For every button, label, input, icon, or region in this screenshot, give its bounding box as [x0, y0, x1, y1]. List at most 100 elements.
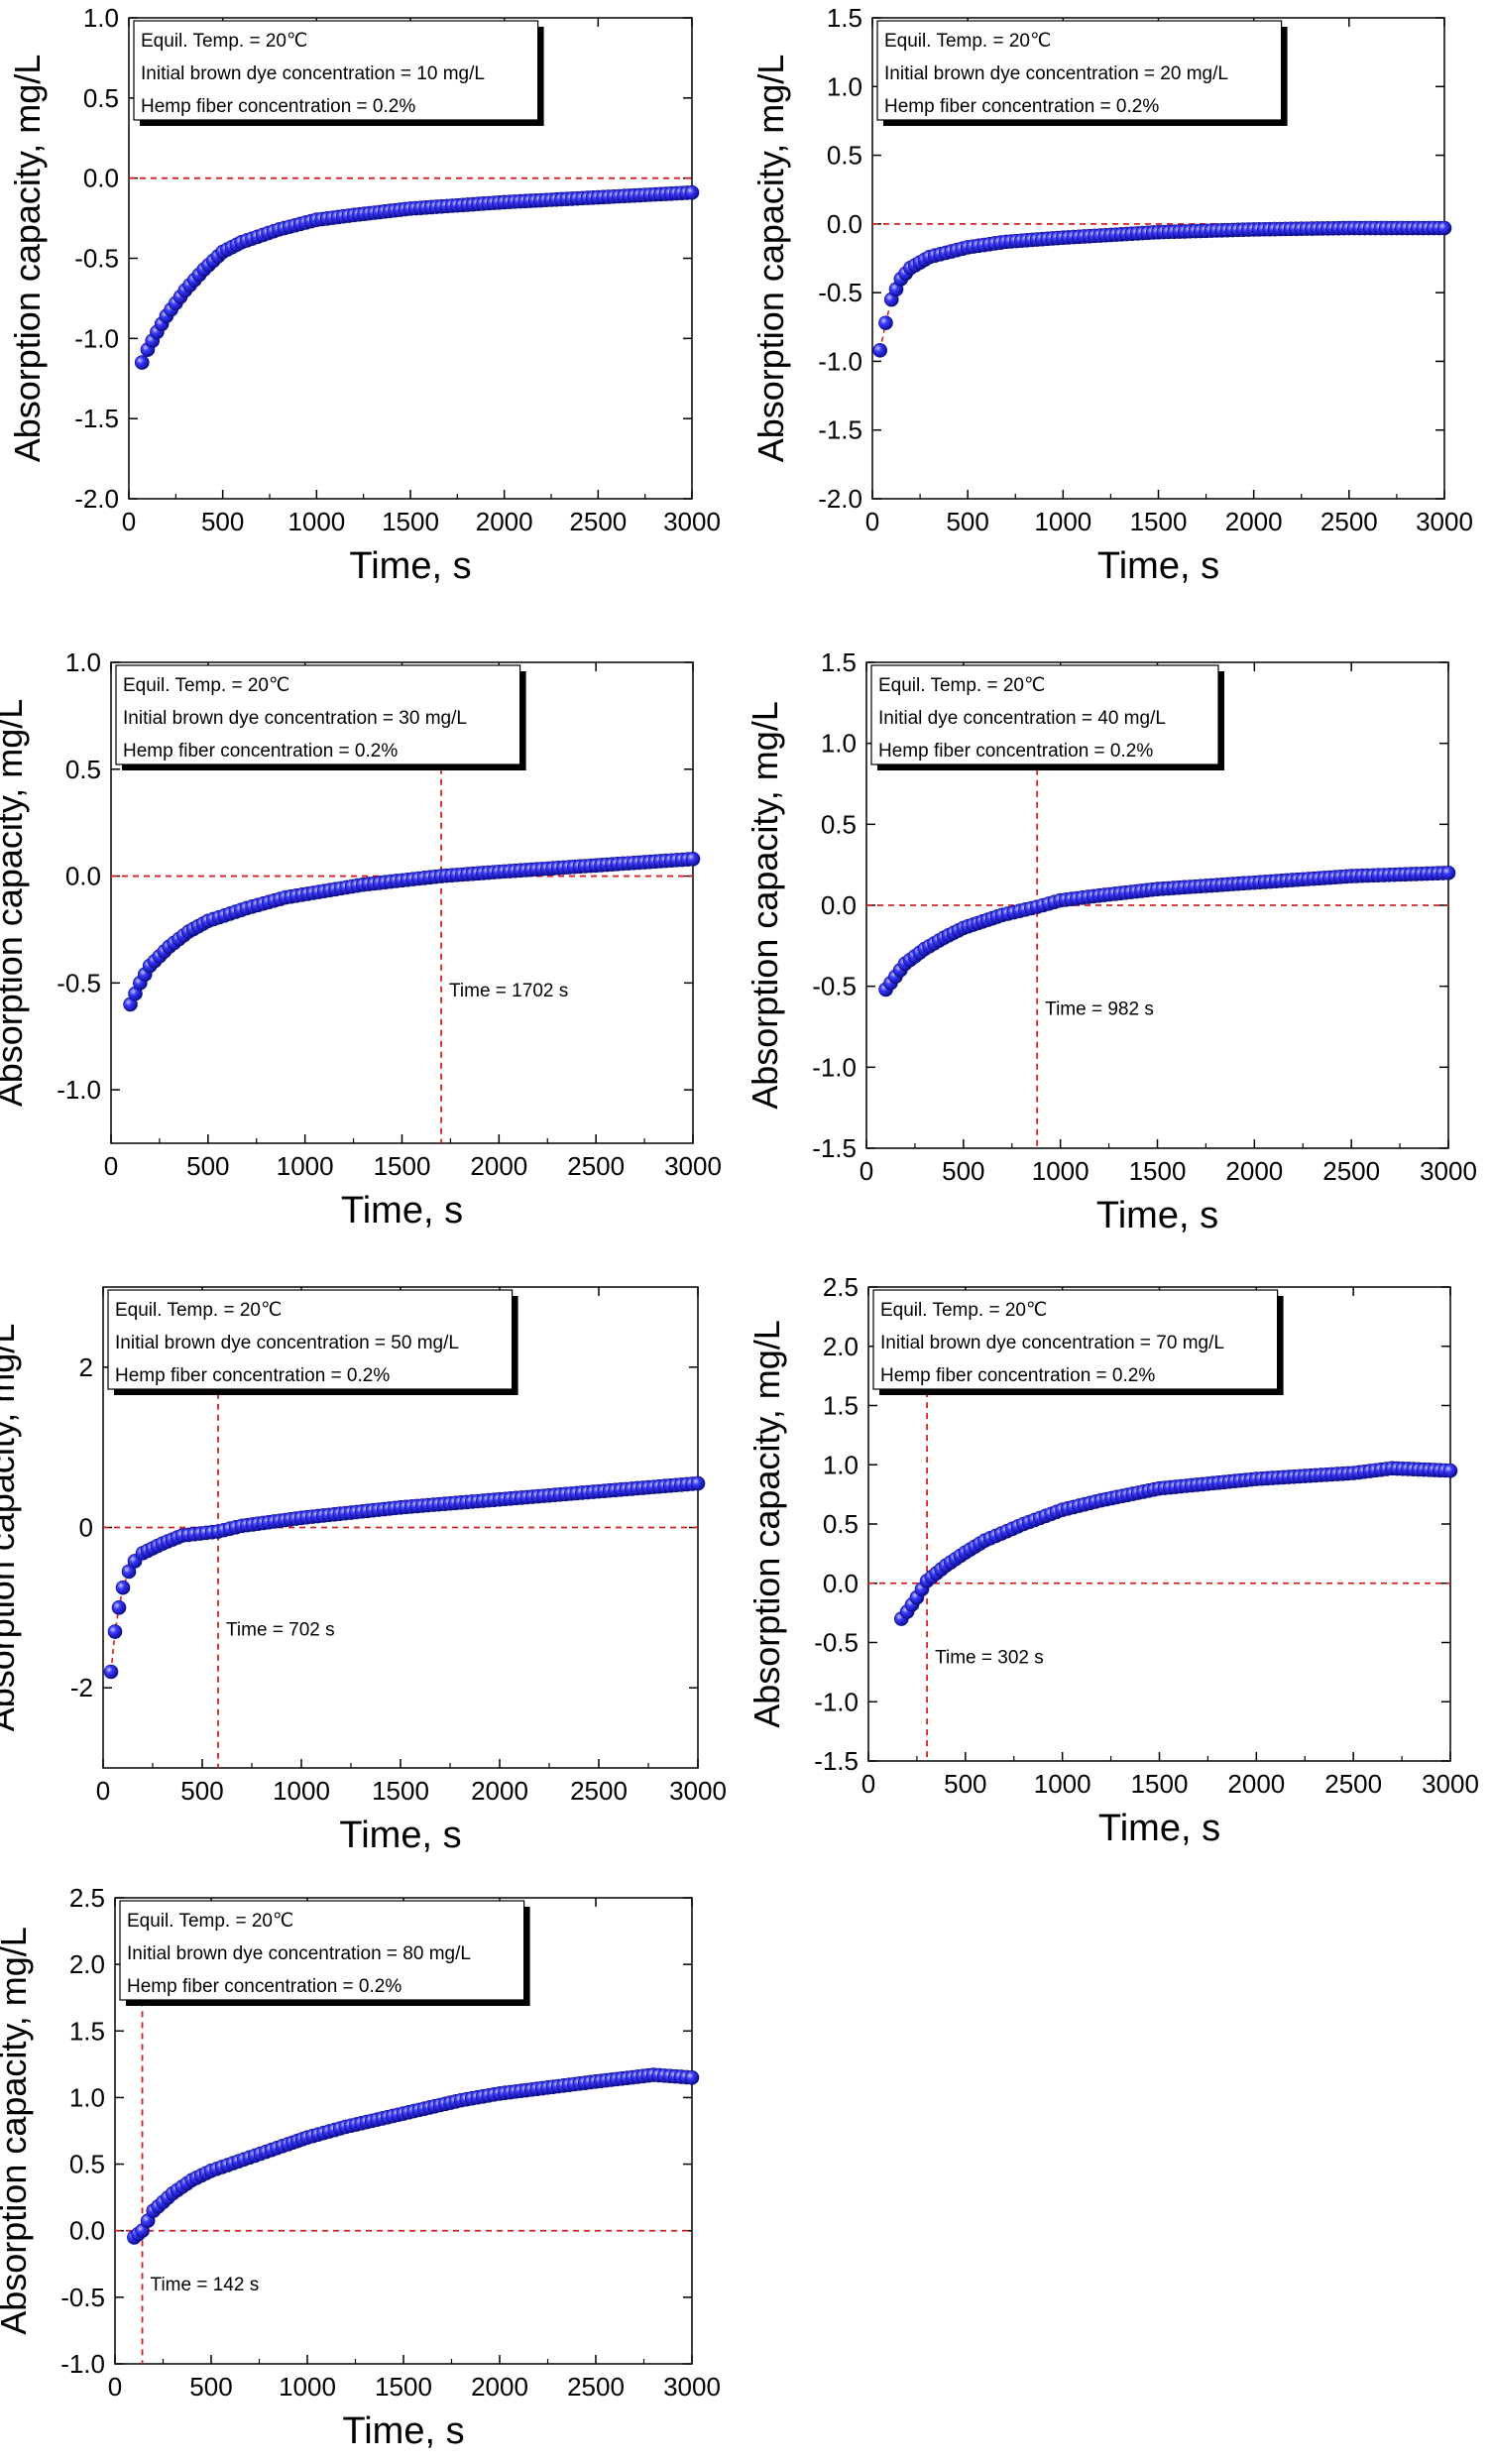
x-tick-label: 1500	[1130, 507, 1188, 536]
y-tick-label: 1.5	[823, 1391, 859, 1421]
x-tick-label: 3000	[1420, 1156, 1477, 1186]
chart-panel-3: 0 500 1000 1500 2000 2500 3000 1.0 0.5 0.0 -0.5 -1.…	[0, 647, 722, 1232]
crossing-time-label: Time = 142 s	[151, 2275, 260, 2295]
y-tick-label: 2.0	[823, 1332, 859, 1361]
data-point	[134, 355, 150, 370]
x-tick-label: 2500	[569, 507, 627, 536]
legend-entry: Initial brown dye concentration = 70 mg/…	[880, 1333, 1224, 1353]
legend-entry: Equil. Temp. = 20℃	[115, 1300, 282, 1321]
legend-entry: Equil. Temp. = 20℃	[127, 1911, 293, 1932]
x-tick-label: 1000	[1032, 1156, 1090, 1186]
x-axis-title: Time, s	[342, 2410, 464, 2452]
x-tick-label: 2000	[476, 507, 533, 536]
y-axis-title: Absorption capacity, mg/L	[750, 55, 791, 463]
crossing-time-label: Time = 702 s	[226, 1620, 335, 1641]
legend-box	[115, 664, 521, 765]
y-tick-label: -2	[70, 1673, 93, 1702]
y-tick-label: -2.0	[74, 484, 119, 514]
y-tick-label: 0.0	[65, 862, 101, 891]
data-point	[1436, 220, 1452, 236]
y-tick-label: -1.0	[57, 1075, 101, 1105]
x-tick-label: 1000	[287, 507, 345, 536]
x-tick-label: 2000	[1227, 1769, 1285, 1799]
x-axis-title: Time, s	[339, 1815, 461, 1856]
legend-box	[876, 20, 1283, 121]
y-tick-label: 1.0	[69, 2082, 105, 2112]
data-point	[1442, 1463, 1458, 1478]
x-tick-label: 500	[944, 1769, 986, 1799]
crossing-time-label: Time = 302 s	[935, 1647, 1044, 1668]
y-tick-label: -0.5	[60, 2283, 105, 2312]
x-tick-label: 2500	[1320, 507, 1378, 536]
y-tick-label: 1.5	[821, 647, 857, 677]
x-tick-label: 3000	[663, 2372, 721, 2402]
x-tick-label: 0	[861, 1769, 875, 1799]
x-tick-label: 1500	[1131, 1769, 1189, 1799]
legend-entry: Equil. Temp. = 20℃	[123, 675, 289, 696]
y-tick-label: 0.0	[69, 2216, 105, 2246]
y-tick-label: 1.0	[823, 1450, 859, 1479]
chart-panel-7: 0 500 1000 1500 2000 2500 3000 2.5 2.0 1.5 1.0 0.5 0…	[0, 1883, 721, 2452]
crossing-time-label: Time = 982 s	[1045, 998, 1154, 1019]
y-tick-label: -1.0	[814, 1687, 859, 1716]
x-tick-label: 1500	[382, 507, 439, 536]
y-tick-label: 1.0	[83, 3, 119, 33]
x-tick-label: 500	[201, 507, 244, 536]
x-tick-label: 2500	[570, 1776, 628, 1806]
legend-entry: Initial brown dye concentration = 80 mg/…	[127, 1943, 471, 1964]
data-point	[115, 1580, 131, 1595]
x-tick-label: 0	[122, 507, 136, 536]
y-tick-label: 1.0	[827, 71, 862, 101]
y-tick-label: 0.5	[823, 1509, 859, 1539]
x-tick-label: 2000	[470, 1151, 527, 1181]
x-tick-label: 2500	[1322, 1156, 1380, 1186]
data-markers	[893, 1461, 1458, 1626]
y-tick-label: 0.0	[83, 164, 119, 193]
legend-entry: Equil. Temp. = 20℃	[880, 1300, 1047, 1321]
y-tick-label: 0.0	[823, 1569, 859, 1598]
y-tick-label: 2.5	[69, 1883, 105, 1913]
y-tick-label: 0.5	[65, 755, 101, 784]
x-tick-label: 3000	[1422, 1769, 1479, 1799]
y-tick-label: -1.0	[60, 2349, 105, 2379]
legend-entry: Initial dye concentration = 40 mg/L	[878, 708, 1166, 729]
x-tick-label: 500	[189, 2372, 232, 2402]
y-tick-label: -0.5	[74, 244, 119, 274]
data-point	[684, 184, 700, 200]
legend-box	[133, 20, 539, 121]
data-markers	[123, 852, 701, 1012]
y-tick-label: 0	[79, 1513, 93, 1543]
x-tick-label: 1500	[374, 1151, 431, 1181]
y-tick-label: -1.5	[818, 415, 862, 445]
chart-panel-4: 0 500 1000 1500 2000 2500 3000 1.5 1.0 0.5 0.0 -0.5…	[745, 647, 1477, 1236]
x-tick-label: 2500	[567, 1151, 625, 1181]
x-tick-label: 1500	[1129, 1156, 1187, 1186]
y-tick-label: -1.0	[74, 323, 119, 353]
x-tick-label: 3000	[663, 507, 721, 536]
x-tick-label: 500	[186, 1151, 229, 1181]
x-tick-label: 0	[108, 2372, 122, 2402]
x-tick-label: 2000	[471, 1776, 528, 1806]
x-tick-label: 2000	[471, 2372, 528, 2402]
x-tick-label: 2500	[1324, 1769, 1382, 1799]
x-tick-label: 0	[865, 507, 879, 536]
x-tick-label: 1000	[273, 1776, 330, 1806]
legend-box	[872, 1289, 1279, 1390]
x-tick-label: 0	[96, 1776, 110, 1806]
x-tick-label: 0	[860, 1156, 873, 1186]
y-tick-label: 1.0	[821, 729, 857, 759]
legend-entry: Initial brown dye concentration = 50 mg/…	[115, 1333, 459, 1353]
y-tick-label: 0.5	[69, 2150, 105, 2179]
y-axis-title: Absorption capacity, mg/L	[0, 1324, 22, 1732]
data-point	[103, 1664, 119, 1680]
legend-entry: Hemp fiber concentration = 0.2%	[123, 741, 398, 762]
data-markers	[127, 2067, 700, 2245]
x-axis-title: Time, s	[349, 545, 471, 587]
x-tick-label: 3000	[1416, 507, 1473, 536]
data-markers	[134, 184, 700, 370]
x-tick-label: 2000	[1225, 1156, 1283, 1186]
y-tick-label: 1.5	[827, 3, 862, 33]
y-tick-label: -0.5	[57, 968, 101, 997]
legend-entry: Initial brown dye concentration = 10 mg/…	[141, 63, 485, 84]
y-tick-label: -0.5	[818, 278, 862, 307]
